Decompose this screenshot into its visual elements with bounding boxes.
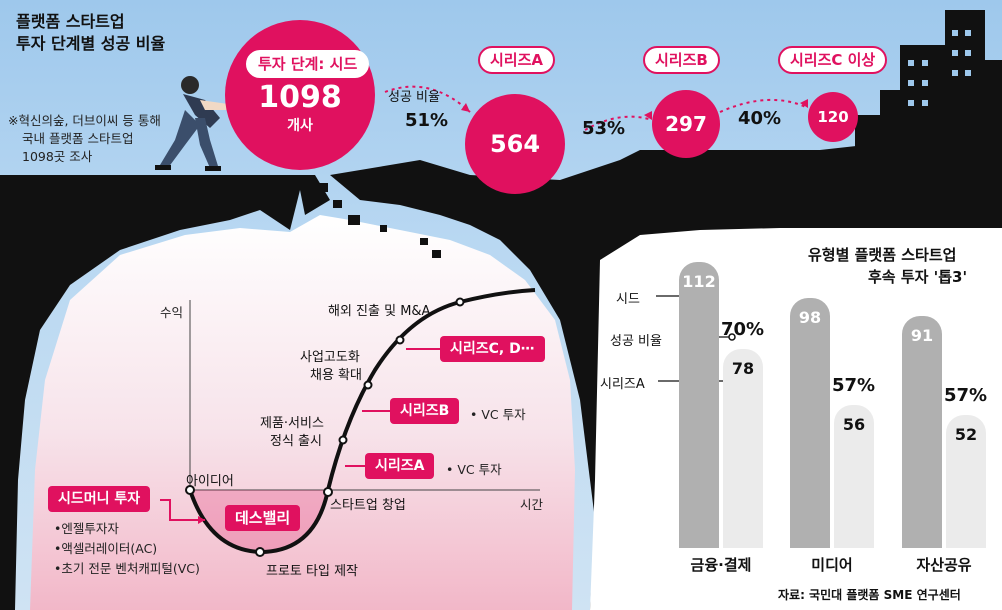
success-rate-label: 70% [721, 319, 765, 341]
bar-value-label: 91 [910, 325, 934, 345]
product-line-1: 제품·서비스 [260, 416, 324, 431]
curve-points [185, 297, 465, 557]
x-axis-label: 시간 [520, 497, 544, 512]
series-a-value: 564 [489, 130, 541, 158]
series-c-label: 시리즈C 이상 [778, 46, 888, 74]
series-a-tag: 시리즈A [365, 453, 435, 479]
investor-accelerator: •액셀러레이터(AC) [54, 541, 158, 556]
chart-source: 자료: 국민대 플랫폼 SME 연구센터 [778, 588, 961, 602]
legend-series-a: 시리즈A [600, 377, 645, 392]
prototype-label: 프로토 타입 제작 [266, 564, 358, 579]
series-c-circle: 120 [808, 92, 858, 142]
city-windows [908, 30, 971, 106]
city-skyline [855, 10, 1002, 170]
note-line-1: ※혁신의숲, 더브이씨 등 통해 [8, 113, 161, 128]
seed-stage-label: 투자 단계: 시드 [246, 50, 370, 78]
title-line-1: 플랫폼 스타트업 [16, 12, 125, 31]
arrow-heads [461, 99, 808, 120]
series-a-tag-note: • VC 투자 [446, 462, 502, 477]
bar-seed-3 [902, 315, 942, 548]
category-label: 금융·결제 [690, 556, 752, 574]
idea-label: 아이디어 [186, 474, 234, 489]
cliff-shape [0, 175, 330, 610]
series-cd-tag: 시리즈C, D⋯ [440, 336, 545, 362]
seed-money-tag: 시드머니 투자 [48, 486, 151, 512]
y-axis-label: 수익 [160, 305, 184, 320]
legend-rate: 성공 비율 [610, 334, 662, 349]
bar-series-a-2 [834, 405, 874, 548]
bar-value-label: 98 [798, 308, 822, 328]
product-line-2: 정식 출시 [270, 434, 322, 449]
bar-value-label: 56 [842, 415, 866, 435]
bar-value-label: 112 [682, 272, 716, 292]
success-rate-label: 57% [832, 375, 876, 397]
investor-early-vc: •초기 전문 벤처캐피털(VC) [54, 561, 200, 576]
chart-title: 유형별 플랫폼 스타트업 [808, 246, 957, 264]
series-a-circle: 564 [465, 94, 565, 194]
seed-arrow [160, 499, 205, 521]
bar-value-label: 78 [731, 359, 755, 379]
bar-seed-1 [679, 262, 719, 548]
note-line-2: 국내 플랫폼 스타트업 [22, 131, 134, 146]
falling-rocks [318, 183, 441, 258]
series-b-label: 시리즈B [643, 46, 720, 74]
bar-value-label: 52 [954, 425, 978, 445]
seed-unit: 개사 [287, 118, 313, 134]
rate-a-to-b: 53% [582, 118, 626, 139]
category-label: 미디어 [811, 556, 853, 574]
title-line-2: 투자 단계별 성공 비율 [16, 34, 166, 53]
bar-seed-2 [790, 298, 830, 548]
tag-connectors [345, 348, 440, 467]
bar-series-a-3 [946, 415, 986, 548]
flow-arrows [384, 85, 809, 131]
series-c-value: 120 [817, 108, 849, 126]
series-b-value: 297 [665, 112, 707, 136]
death-valley-tag: 데스밸리 [225, 505, 301, 531]
rate-b-to-c: 40% [738, 108, 782, 129]
overseas-label: 해외 진출 및 M&A [328, 304, 431, 319]
valley-axes [189, 300, 540, 491]
hire-line-2: 채용 확대 [310, 368, 362, 383]
investor-angel: •엔젤투자자 [54, 521, 119, 536]
seed-value: 1098 [258, 80, 342, 115]
note-line-3: 1098곳 조사 [22, 149, 93, 164]
chart-subtitle: 후속 투자 '톱3' [868, 268, 968, 286]
legend-seed: 시드 [616, 292, 640, 307]
hire-line-1: 사업고도화 [300, 350, 360, 365]
rate-label: 성공 비율 [388, 90, 440, 105]
success-rate-label: 57% [944, 385, 988, 407]
series-b-tag-note: • VC 투자 [470, 407, 526, 422]
valley-area [30, 215, 575, 610]
series-b-tag: 시리즈B [390, 398, 460, 424]
businessman-figure [155, 76, 230, 171]
rate-seed-to-a: 51% [405, 110, 449, 131]
category-label: 자산공유 [916, 556, 972, 574]
bar-series-a-1 [723, 349, 763, 548]
series-a-label: 시리즈A [478, 46, 556, 74]
series-b-circle: 297 [652, 90, 720, 158]
startup-label: 스타트업 창업 [330, 498, 406, 513]
seed-circle: 1098 개사 [225, 20, 375, 170]
